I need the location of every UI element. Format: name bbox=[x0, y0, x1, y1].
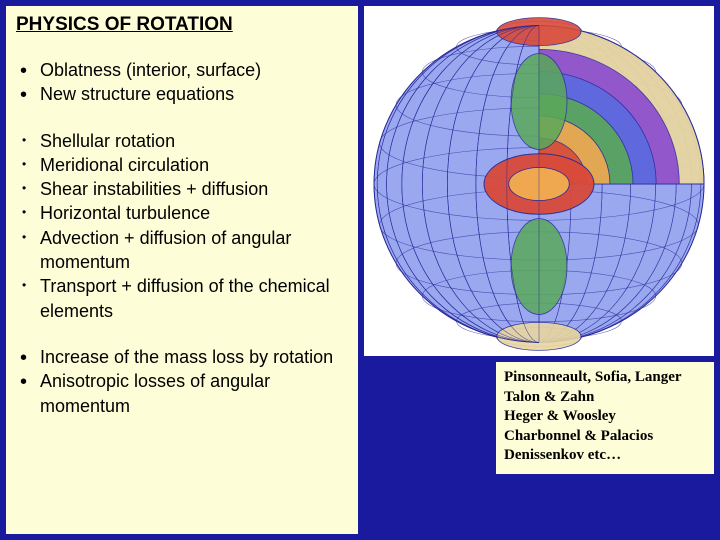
sphere-diagram-icon bbox=[364, 6, 714, 356]
list-item: Meridional circulation bbox=[16, 153, 348, 177]
bullet-group-2: Shellular rotation Meridional circulatio… bbox=[16, 129, 348, 323]
text-panel: PHYSICS OF ROTATION Oblatness (interior,… bbox=[6, 6, 358, 534]
credit-line: Denissenkov etc… bbox=[504, 446, 706, 466]
credit-line: Charbonnel & Palacios bbox=[504, 427, 706, 447]
list-item: Shear instabilities + diffusion bbox=[16, 177, 348, 201]
credit-line: Talon & Zahn bbox=[504, 388, 706, 408]
list-item: Oblatness (interior, surface) bbox=[16, 58, 348, 82]
credit-line: Heger & Woosley bbox=[504, 407, 706, 427]
list-item: Increase of the mass loss by rotation bbox=[16, 345, 348, 369]
list-item: Anisotropic losses of angular momentum bbox=[16, 369, 348, 418]
list-item: Advection + diffusion of angular momentu… bbox=[16, 226, 348, 275]
list-item: Shellular rotation bbox=[16, 129, 348, 153]
bullet-group-1: Oblatness (interior, surface) New struct… bbox=[16, 58, 348, 107]
credits-box: Pinsonneault, Sofia, Langer Talon & Zahn… bbox=[496, 362, 714, 474]
list-item: Horizontal turbulence bbox=[16, 201, 348, 225]
credit-line: Pinsonneault, Sofia, Langer bbox=[504, 368, 706, 388]
list-item: Transport + diffusion of the chemical el… bbox=[16, 274, 348, 323]
rotating-star-figure bbox=[364, 6, 714, 356]
bullet-group-3: Increase of the mass loss by rotation An… bbox=[16, 345, 348, 418]
slide-title: PHYSICS OF ROTATION bbox=[16, 14, 348, 36]
list-item: New structure equations bbox=[16, 82, 348, 106]
